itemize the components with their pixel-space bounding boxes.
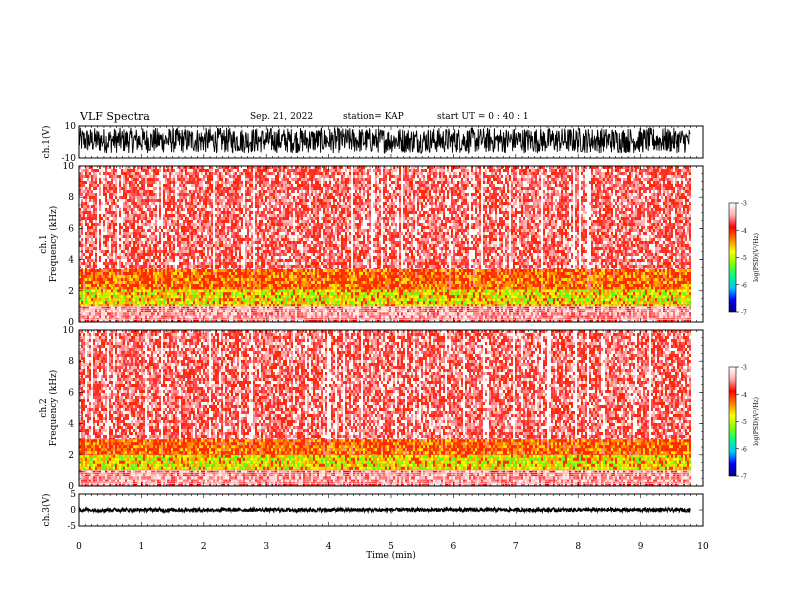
ch2-spectrogram-colorbar-tick-label: -7 <box>741 474 747 481</box>
x-tick-label: 2 <box>201 542 207 552</box>
ch1-waveform-ylabel: ch.1(V) <box>41 126 52 159</box>
ch3-waveform-panel: 5 0 -5 ch.3(V) <box>41 490 703 532</box>
ch1-spectrogram-ytick-label: 6 <box>68 224 74 234</box>
ch1-spectrogram-ylabel-frequency: Frequency (kHz) <box>48 206 59 283</box>
ch2-spectrogram-colorbar-tick-label: -3 <box>741 365 747 372</box>
ch1-spectrogram-colorbar-tick-label: -4 <box>741 228 747 235</box>
ch2-spectrogram-ytick-label: 8 <box>68 357 74 367</box>
ch3-waveform-ytick-label: -5 <box>67 522 76 532</box>
ch2-spectrogram-ytick-label: 6 <box>68 388 74 398</box>
ch1-waveform-ytick-label: 10 <box>65 122 77 132</box>
ch3-waveform-ylabel: ch.3(V) <box>41 494 52 527</box>
x-tick-label: 9 <box>638 542 644 552</box>
ch1-spectrogram-colorbar-tick-label: -7 <box>741 310 747 317</box>
ch2-spectrogram-colorbar-tick-label: -5 <box>741 419 747 426</box>
ch1-spectrogram-ytick-label: 10 <box>63 162 75 172</box>
x-tick-label: 0 <box>76 542 82 552</box>
ch2-spectrogram-ylabel-frequency: Frequency (kHz) <box>48 370 59 447</box>
x-axis-label: Time (min) <box>366 550 416 561</box>
vlf-figure: 10-10ch.1(V)0246810ch.1 Frequency (kHz)-3… <box>0 0 792 612</box>
ch2-spectrogram-ylabel-channel: ch.2 <box>39 398 49 417</box>
ch2-spectrogram-colorbar <box>729 367 736 476</box>
ch3-waveform-trace <box>79 508 691 512</box>
ch1-spectrogram-colorbar <box>729 203 736 312</box>
ch2-spectrogram-colorbar-label: log(PSD)(V²/Hz) <box>753 397 760 446</box>
x-tick-label: 10 <box>697 542 709 552</box>
ch1-spectrogram-colorbar-label: log(PSD)(V²/Hz) <box>753 233 760 282</box>
ch1-spectrogram-ylabel-channel: ch.1 <box>39 234 49 253</box>
ch2-spectrogram-colorbar-tick-label: -4 <box>741 392 747 399</box>
ch2-spectrogram-ytick-label: 10 <box>63 326 75 336</box>
ch3-waveform-ytick-label: 0 <box>70 506 76 516</box>
x-tick-label: 6 <box>451 542 457 552</box>
ch1-spectrogram-ytick-label: 8 <box>68 193 74 203</box>
ch1-waveform-trace <box>79 128 691 154</box>
ch1-spectrogram-ytick-label: 4 <box>68 256 74 266</box>
x-tick-label: 8 <box>575 542 581 552</box>
ch1-spectrogram-colorbar-tick-label: -6 <box>741 282 747 289</box>
ch1-spectrogram-ytick-label: 2 <box>68 287 74 297</box>
x-tick-label: 7 <box>513 542 519 552</box>
ch3-waveform-ytick-label: 5 <box>70 490 76 500</box>
x-tick-label: 3 <box>263 542 269 552</box>
ch1-spectrogram-colorbar-tick-label: -3 <box>741 201 747 208</box>
ch2-spectrogram-ytick-label: 4 <box>68 420 74 430</box>
x-tick-label: 4 <box>326 542 332 552</box>
ch1-spectrogram-colorbar-tick-label: -5 <box>741 255 747 262</box>
ch2-spectrogram-colorbar-tick-label: -6 <box>741 446 747 453</box>
ch2-spectrogram-ytick-label: 2 <box>68 451 74 461</box>
x-tick-label: 1 <box>139 542 145 552</box>
